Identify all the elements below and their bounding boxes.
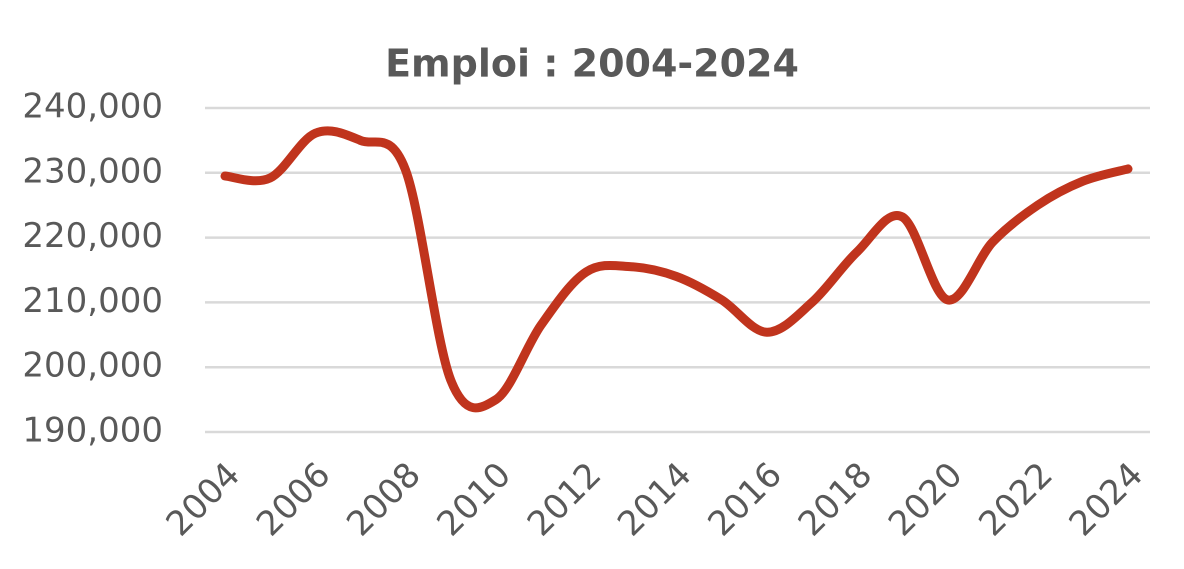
x-tick-label: 2024: [1062, 455, 1151, 544]
y-tick-label: 200,000: [22, 346, 163, 386]
x-tick-label: 2010: [430, 455, 519, 544]
x-tick-label: 2006: [249, 455, 338, 544]
x-tick-label: 2018: [791, 455, 880, 544]
x-tick-label: 2014: [610, 455, 699, 544]
x-tick-label: 2022: [971, 455, 1060, 544]
x-tick-label: 2020: [881, 455, 970, 544]
y-tick-label: 240,000: [22, 87, 163, 127]
y-tick-label: 220,000: [22, 216, 163, 256]
x-tick-label: 2008: [339, 455, 428, 544]
chart-title: Emploi : 2004-2024: [385, 42, 799, 86]
y-tick-label: 210,000: [22, 281, 163, 321]
x-tick-label: 2004: [159, 455, 248, 544]
y-tick-label: 190,000: [22, 411, 163, 451]
data-line: [220, 126, 1133, 413]
y-tick-label: 230,000: [22, 151, 163, 191]
x-tick-label: 2016: [700, 455, 789, 544]
x-tick-label: 2012: [520, 455, 609, 544]
